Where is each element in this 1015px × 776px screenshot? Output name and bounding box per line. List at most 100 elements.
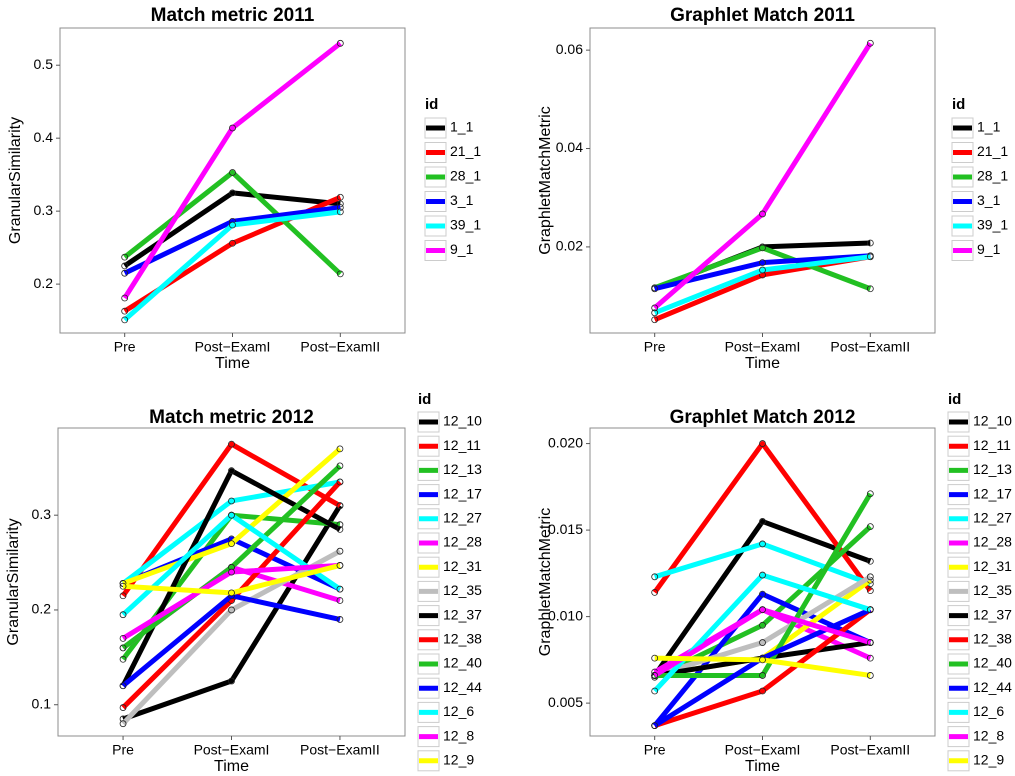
point-marker [759, 639, 766, 646]
y-tick-label: 0.020 [548, 434, 583, 450]
y-tick-label: 0.015 [548, 521, 583, 537]
point-marker [228, 589, 235, 597]
y-tick-label: 0.5 [34, 56, 54, 72]
point-marker [651, 573, 659, 581]
point-marker [119, 720, 127, 728]
x-tick-label: Post−ExamI [725, 742, 801, 758]
point-marker [651, 588, 659, 596]
series-line [122, 562, 341, 596]
legend-label: 12_28 [973, 534, 1012, 550]
legend-label: 12_13 [443, 461, 482, 477]
point-marker [866, 573, 874, 581]
x-tick-label: Post−ExamI [194, 742, 270, 758]
series-line [653, 41, 873, 310]
point-marker [866, 587, 874, 595]
point-marker [651, 285, 659, 293]
legend-label: 39_1 [450, 217, 481, 233]
series-line [653, 607, 872, 678]
series-line [123, 169, 343, 276]
series-line [653, 254, 871, 316]
legend-label: 12_35 [973, 582, 1012, 598]
point-marker [866, 523, 874, 531]
legend-label: 1_1 [977, 119, 1001, 135]
point-marker [336, 445, 344, 453]
x-tick-label: Post−ExamI [725, 339, 801, 355]
point-marker [121, 307, 129, 315]
point-marker [651, 672, 659, 679]
point-marker [336, 562, 344, 569]
point-marker [866, 239, 874, 247]
legend-label: 28_1 [450, 168, 481, 184]
chart-title: Match metric 2011 [151, 5, 315, 26]
point-marker [119, 582, 127, 590]
legend-label: 12_38 [443, 631, 482, 647]
legend-label: 12_8 [443, 727, 474, 743]
y-tick-label: 0.3 [32, 506, 52, 522]
legend-label: 39_1 [977, 217, 1008, 233]
legend-label: 12_27 [443, 510, 482, 526]
y-axis-title: GranularSimilarity [7, 117, 24, 244]
point-marker [759, 440, 766, 447]
legend-label: 12_11 [443, 437, 481, 453]
legend-label: 12_28 [443, 534, 482, 550]
point-marker [228, 440, 235, 448]
point-marker [759, 606, 766, 614]
legend-label: 12_31 [443, 558, 482, 574]
legend-label: 12_8 [973, 727, 1004, 743]
x-axis-title: Time [745, 758, 780, 775]
point-marker [336, 193, 344, 201]
point-marker [759, 672, 766, 679]
point-marker [228, 467, 235, 475]
point-marker [336, 526, 344, 533]
point-marker [866, 672, 874, 679]
point-marker [121, 253, 129, 261]
chart-title: Graphlet Match 2011 [670, 5, 855, 26]
y-tick-label: 0.06 [556, 41, 583, 57]
point-marker [119, 592, 127, 600]
x-axis-title: Time [215, 355, 250, 372]
series-line [122, 446, 342, 586]
x-axis-title: Time [745, 355, 780, 372]
legend-label: 9_1 [977, 241, 1001, 257]
point-marker [866, 654, 874, 662]
y-tick-label: 0.2 [32, 601, 52, 617]
y-axis-title: GraphletMatchMetric [537, 106, 554, 255]
point-marker [336, 462, 344, 470]
x-axis-title: Time [214, 758, 249, 775]
chart-title: Match metric 2012 [149, 407, 314, 428]
legend-label: 12_9 [443, 752, 474, 768]
point-marker [759, 259, 766, 267]
y-axis-title: GraphletMatchMetric [537, 508, 554, 657]
x-tick-label: Pre [644, 339, 666, 355]
point-marker [759, 621, 766, 629]
y-tick-label: 0.02 [556, 238, 583, 254]
point-marker [336, 585, 344, 593]
point-marker [759, 656, 766, 664]
point-marker [759, 590, 766, 598]
point-marker [336, 478, 344, 486]
point-marker [121, 294, 129, 302]
legend-label: 12_44 [973, 679, 1012, 695]
y-tick-label: 0.04 [556, 139, 583, 155]
legend-label: 12_40 [443, 655, 482, 671]
point-marker [229, 239, 236, 247]
series-line [121, 441, 342, 598]
x-tick-label: Post−ExamI [195, 339, 271, 355]
x-tick-label: Pre [114, 339, 136, 355]
series-line [121, 479, 341, 586]
plot-frame [59, 27, 406, 334]
series-line [121, 464, 342, 650]
point-marker [866, 253, 874, 261]
legend-title: id [425, 96, 438, 113]
point-marker [229, 221, 236, 229]
point-marker [119, 682, 127, 690]
point-marker [229, 169, 236, 176]
series-line [121, 512, 342, 617]
series-line [121, 549, 342, 726]
point-marker [228, 568, 235, 576]
point-marker [119, 644, 127, 652]
legend-label: 12_11 [973, 437, 1011, 453]
point-marker [651, 722, 659, 730]
legend-label: 12_10 [973, 413, 1012, 429]
point-marker [336, 502, 344, 510]
